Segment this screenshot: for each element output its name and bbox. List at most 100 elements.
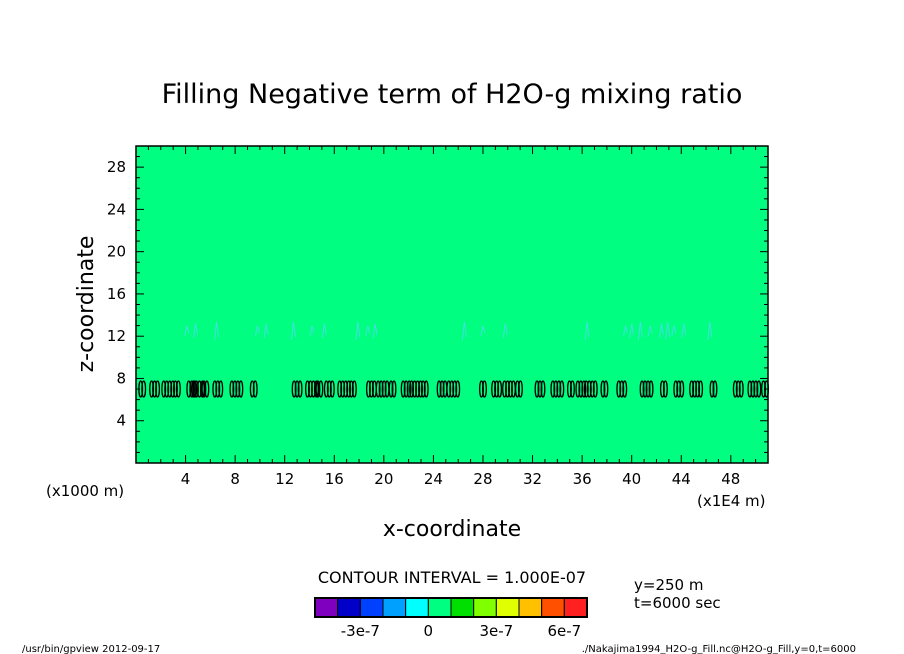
negative-contour: [446, 380, 461, 398]
negative-contour: [420, 380, 429, 398]
negative-contour: [229, 380, 244, 398]
x-tick-label: 20: [374, 470, 393, 488]
negative-contour: [315, 380, 324, 398]
x-axis-unit: (x1E4 m): [697, 492, 766, 510]
x-tick-label: 32: [523, 470, 542, 488]
negative-contour: [161, 380, 176, 398]
colorbar-label: -3e-7: [341, 622, 380, 640]
annotation-t: t=6000 sec: [634, 594, 721, 612]
chart-title: Filling Negative term of H2O-g mixing ra…: [162, 79, 743, 110]
x-tick-label: 40: [622, 470, 641, 488]
y-tick-label: 20: [107, 243, 126, 261]
negative-contour: [567, 380, 575, 398]
weak-contour: [665, 321, 671, 340]
negative-contour: [673, 380, 685, 398]
axis-ticks: [136, 146, 768, 463]
colorbar-swatch: [359, 597, 384, 618]
weak-contour: [309, 325, 315, 337]
weak-contour: [681, 323, 687, 338]
y-tick-label: 28: [107, 158, 126, 176]
colorbar-label: 3e-7: [479, 622, 513, 640]
negative-contour: [409, 380, 424, 398]
negative-contour-group: [138, 380, 769, 398]
weak-contour: [707, 321, 713, 340]
negative-contour: [400, 380, 412, 398]
negative-contour: [639, 380, 654, 398]
negative-contour: [201, 380, 210, 398]
negative-contour: [550, 380, 565, 398]
negative-contour: [616, 380, 628, 398]
colorbar-swatch: [382, 597, 407, 618]
negative-contour: [191, 380, 205, 398]
weak-contour: [372, 323, 378, 338]
weak-contour: [647, 325, 653, 337]
negative-contour: [212, 380, 224, 398]
weak-contour: [622, 325, 628, 337]
negative-contour: [186, 380, 198, 398]
weak-contour: [184, 325, 190, 337]
colorbar-labels: -3e-7 0 3e-7 6e-7: [341, 622, 581, 640]
colorbar-swatch: [314, 597, 339, 618]
y-tick-label: 16: [107, 285, 126, 303]
negative-contour: [348, 380, 357, 398]
weak-contour-group: [184, 321, 713, 340]
footer-left: /usr/bin/gpview 2012-09-17: [22, 644, 160, 654]
weak-contour: [365, 325, 371, 337]
weak-contour: [290, 321, 296, 340]
y-axis-unit: (x1000 m): [46, 482, 124, 500]
negative-contour: [337, 380, 352, 398]
negative-contour: [534, 380, 546, 398]
x-tick-labels: 4 8 12 16 20 24 28 32 36 40 44 48: [181, 470, 741, 488]
negative-contour: [689, 380, 704, 398]
x-tick-label: 4: [181, 470, 191, 488]
negative-contour: [388, 380, 397, 398]
x-tick-label: 48: [721, 470, 740, 488]
negative-contour: [747, 380, 762, 398]
colorbar-swatch: [563, 597, 588, 618]
weak-contour: [263, 323, 269, 338]
negative-contour: [600, 380, 609, 398]
weak-contour: [254, 325, 260, 337]
y-tick-label: 12: [107, 327, 126, 345]
y-tick-labels: 4 8 12 16 20 24 28: [107, 158, 126, 430]
annotation-y: y=250 m: [634, 576, 703, 594]
y-axis-label: z-coordinate: [74, 236, 99, 373]
negative-contour: [502, 380, 516, 398]
x-axis-label: x-coordinate: [383, 517, 521, 542]
weak-contour: [637, 321, 643, 340]
x-tick-label: 24: [424, 470, 443, 488]
x-tick-label: 36: [573, 470, 592, 488]
x-tick-label: 8: [230, 470, 240, 488]
weak-contour: [629, 323, 635, 338]
negative-contour: [575, 380, 587, 398]
weak-contour: [214, 321, 220, 340]
negative-contour: [249, 380, 258, 398]
colorbar-label: 0: [424, 622, 434, 640]
negative-contour: [291, 380, 303, 398]
negative-contour: [583, 380, 598, 398]
negative-contour: [514, 380, 523, 398]
y-tick-label: 24: [107, 200, 126, 218]
negative-contour: [149, 380, 161, 398]
y-tick-label: 8: [116, 369, 126, 387]
y-tick-label: 4: [116, 412, 126, 430]
colorbar-swatch: [473, 597, 497, 618]
footer-right: ./Nakajima1994_H2O-g_Fill.nc@H2O-g_Fill,…: [582, 644, 856, 654]
negative-contour: [305, 380, 319, 398]
colorbar-swatch: [427, 597, 452, 618]
colorbar-swatch: [450, 597, 475, 618]
colorbar-swatch: [541, 597, 565, 618]
negative-contour: [732, 380, 744, 398]
weak-contour: [355, 321, 361, 340]
weak-contour: [321, 323, 327, 338]
negative-contour: [479, 380, 487, 398]
x-tick-label: 28: [473, 470, 492, 488]
weak-contour: [461, 321, 467, 340]
plot-background: [135, 145, 769, 464]
weak-contour: [502, 323, 508, 338]
x-tick-label: 44: [672, 470, 691, 488]
negative-contour: [491, 380, 503, 398]
colorbar: [314, 597, 588, 618]
colorbar-swatch: [495, 597, 520, 618]
